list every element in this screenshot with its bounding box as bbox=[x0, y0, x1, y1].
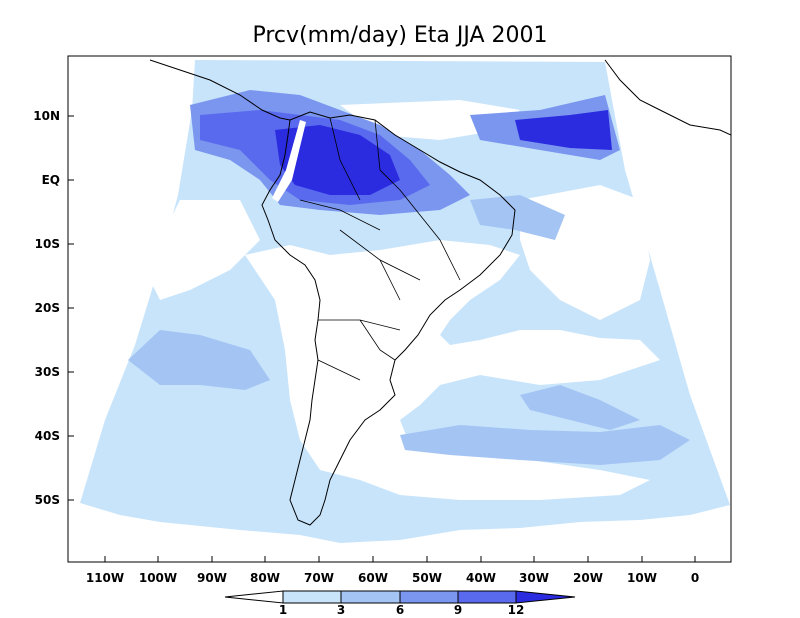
x-tick-label: 100W bbox=[139, 571, 177, 585]
y-tick-label: 20S bbox=[35, 301, 60, 315]
x-tick-label: 10W bbox=[627, 571, 657, 585]
dry-region-pacific bbox=[150, 200, 260, 300]
band-3-6-brazil-coast bbox=[470, 195, 565, 240]
x-tick-label: 40W bbox=[466, 571, 496, 585]
colorbar-segment bbox=[457, 590, 517, 604]
band-12plus-core bbox=[275, 125, 400, 195]
colorbar: 1 3 6 9 12 bbox=[224, 590, 576, 617]
andes-ridge bbox=[272, 120, 306, 202]
colorbar-label: 6 bbox=[396, 603, 404, 617]
y-tick-label: 10N bbox=[33, 109, 60, 123]
colorbar-segment bbox=[399, 590, 459, 604]
x-axis: 110W 100W 90W 80W 70W 60W 50W 40W 30W 20W 10W 0 bbox=[86, 556, 699, 585]
y-tick-label: 40S bbox=[35, 429, 60, 443]
band-3-6-atlantic-front bbox=[520, 385, 640, 430]
south-america-outline bbox=[261, 111, 516, 526]
coastlines bbox=[149, 59, 731, 526]
colorbar-label: 12 bbox=[508, 603, 525, 617]
x-tick-label: 80W bbox=[250, 571, 280, 585]
colorbar-segment bbox=[224, 590, 284, 604]
central-america bbox=[149, 59, 291, 121]
map-title: Prcv(mm/day) Eta JJA 2001 bbox=[252, 23, 547, 48]
band-3-6-south-atlantic bbox=[400, 425, 690, 465]
x-tick-label: 50W bbox=[412, 571, 442, 585]
x-tick-label: 60W bbox=[358, 571, 388, 585]
x-tick-label: 30W bbox=[519, 571, 549, 585]
dry-region-continent bbox=[245, 240, 660, 500]
y-tick-label: 50S bbox=[35, 493, 60, 507]
y-tick-label: EQ bbox=[42, 173, 60, 187]
x-tick-label: 70W bbox=[304, 571, 334, 585]
x-tick-label: 20W bbox=[573, 571, 603, 585]
colorbar-segment bbox=[340, 590, 401, 604]
map-plot-area bbox=[80, 59, 731, 543]
y-tick-label: 10S bbox=[35, 237, 60, 251]
colorbar-label: 9 bbox=[454, 603, 462, 617]
plot-frame bbox=[67, 55, 732, 563]
x-tick-label: 110W bbox=[86, 571, 124, 585]
x-tick-label: 0 bbox=[691, 571, 699, 585]
colorbar-label: 3 bbox=[337, 603, 345, 617]
colorbar-label: 1 bbox=[279, 603, 287, 617]
y-tick-label: 30S bbox=[35, 365, 60, 379]
colorbar-segment bbox=[515, 590, 576, 604]
africa-outline bbox=[604, 59, 731, 136]
band-12plus-atlantic bbox=[515, 110, 612, 150]
colorbar-segment bbox=[282, 590, 342, 604]
x-tick-label: 90W bbox=[197, 571, 227, 585]
y-axis: 10N EQ 10S 20S 30S 40S 50S bbox=[33, 109, 74, 507]
band-3-6-pacific bbox=[128, 330, 270, 390]
borders bbox=[299, 117, 461, 381]
